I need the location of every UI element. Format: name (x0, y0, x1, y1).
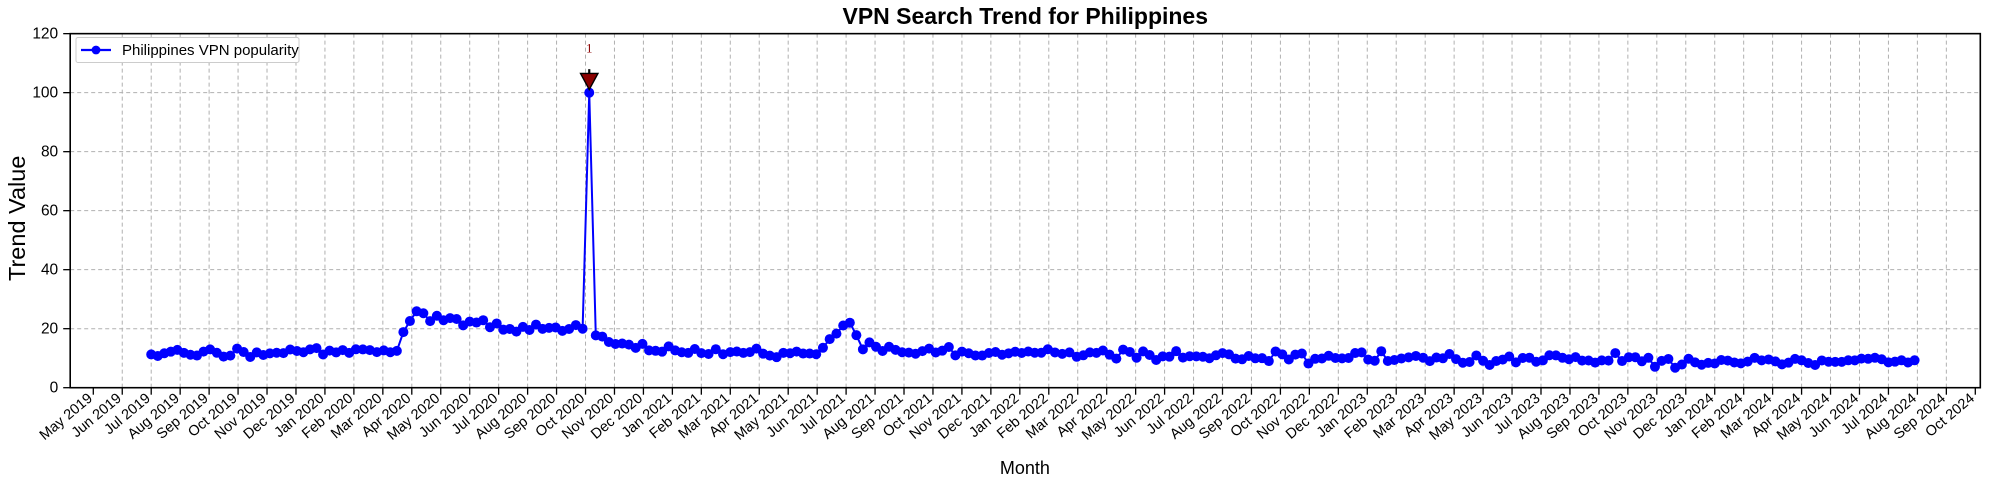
svg-text:80: 80 (41, 144, 59, 161)
svg-text:Philippines VPN popularity: Philippines VPN popularity (122, 42, 299, 59)
svg-text:VPN Search Trend for Philippin: VPN Search Trend for Philippines (842, 3, 1208, 29)
svg-text:120: 120 (32, 26, 58, 43)
svg-text:20: 20 (41, 321, 59, 338)
svg-text:60: 60 (41, 203, 59, 220)
svg-text:0: 0 (50, 380, 59, 397)
svg-text:100: 100 (32, 85, 58, 102)
svg-text:1: 1 (586, 41, 593, 56)
svg-text:40: 40 (41, 262, 59, 279)
